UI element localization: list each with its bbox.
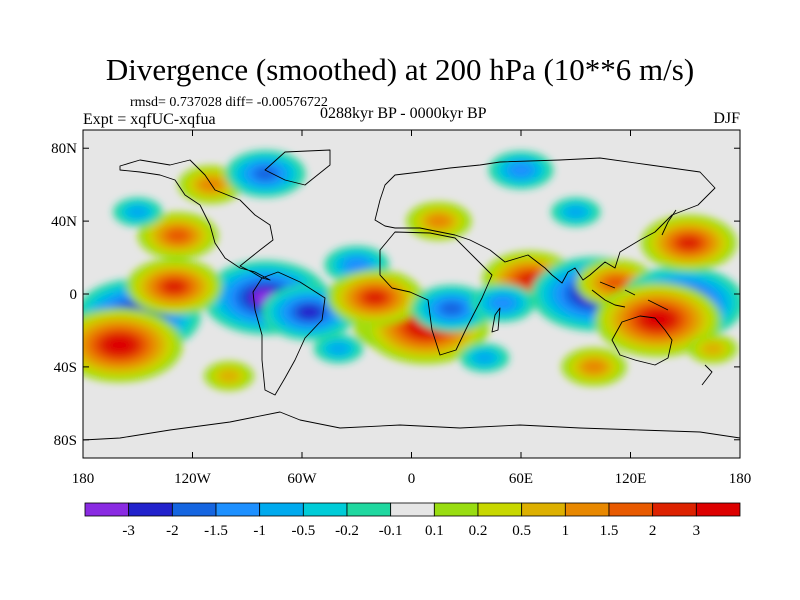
stats-text: rmsd= 0.737028 diff= -0.00576722 [130,95,328,110]
colorbar-label-10: 1 [562,523,570,539]
coastline-madagascar [491,307,501,333]
y-tick-label-2: 0 [70,287,78,303]
colorbar-label-5: -0.2 [335,523,359,539]
anomaly-26 [459,343,510,373]
colorbar-label-12: 2 [649,523,657,539]
colorbar-swatch-9 [477,502,523,517]
anomaly-14 [470,284,536,323]
colorbar-label-8: 0.2 [469,523,488,539]
x-tick-label-0: 180 [72,471,95,487]
anomaly-18 [594,282,721,357]
colorbar-swatch-8 [433,502,479,517]
x-tick-label-5: 120E [615,471,647,487]
anomaly-21 [406,202,472,241]
colorbar-swatch-2 [171,502,217,517]
anomaly-12 [411,285,492,333]
coastline-north-america [119,159,274,281]
colorbar-label-0: -3 [122,523,135,539]
colorbar-swatch-14 [695,502,741,517]
coastline-indonesia [591,281,669,311]
coastline-australia [611,315,673,366]
x-tick-label-4: 60E [509,471,533,487]
anomaly-19 [641,214,737,271]
anomaly-5 [137,212,218,260]
anomaly-4 [126,258,222,315]
y-tick-label-3: 40S [54,360,77,376]
anomaly-25 [561,347,627,386]
anomaly-11 [327,269,423,326]
colorbar-label-6: -0.1 [379,523,403,539]
colorbar-swatch-6 [346,502,392,517]
colorbar-label-9: 0.5 [512,523,531,539]
y-tick-label-1: 40N [51,214,77,230]
coastline-greenland [264,149,331,186]
colorbar-swatch-4 [259,502,304,517]
colorbar-label-1: -2 [166,523,179,539]
anomaly-22 [204,361,254,391]
anomaly-3 [83,308,183,383]
colorbar-label-13: 3 [693,523,701,539]
colorbar-swatch-13 [652,502,697,517]
coastline-south-america [252,271,326,396]
x-tick-label-2: 60W [287,471,317,487]
coastline-antarctica [83,411,740,441]
anomaly-27 [313,334,364,364]
y-tick-label-0: 80N [51,141,77,157]
anomaly-20 [488,151,554,190]
coastline-africa [379,231,493,356]
colorbar-swatch-5 [302,502,348,517]
colorbar-swatch-1 [128,502,173,517]
colorbar-label-4: -0.5 [291,523,315,539]
colorbar-swatch-7 [390,502,435,517]
coastline-japan [661,209,677,236]
y-tick-label-4: 80S [54,433,77,449]
period-label: 0288kyr BP - 0000kyr BP [320,105,487,122]
anomaly-28 [687,334,738,364]
experiment-label: Expt = xqfUC-xqfua [83,111,216,128]
colorbar-label-11: 1.5 [600,523,619,539]
colorbar-swatch-10 [521,502,566,517]
season-label: DJF [713,110,740,127]
colorbar-swatch-3 [215,502,261,517]
x-tick-label-3: 0 [408,471,416,487]
colorbar-swatch-0 [84,502,130,517]
colorbar-label-2: -1.5 [204,523,228,539]
chart-title: Divergence (smoothed) at 200 hPa (10**6 … [105,52,695,87]
colorbar-swatch-11 [564,502,610,517]
coastline-new-zealand [701,364,713,386]
colorbar-label-7: 0.1 [425,523,444,539]
anomaly-24 [551,197,601,227]
anomaly-7 [225,150,306,198]
colorbar-label-3: -1 [253,523,266,539]
colorbar-swatch-12 [608,502,654,517]
x-tick-label-6: 180 [729,471,752,487]
anomaly-1 [202,260,329,335]
coastline-eurasia [374,157,716,284]
anomaly-23 [113,197,163,227]
x-tick-label-1: 120W [174,471,212,487]
